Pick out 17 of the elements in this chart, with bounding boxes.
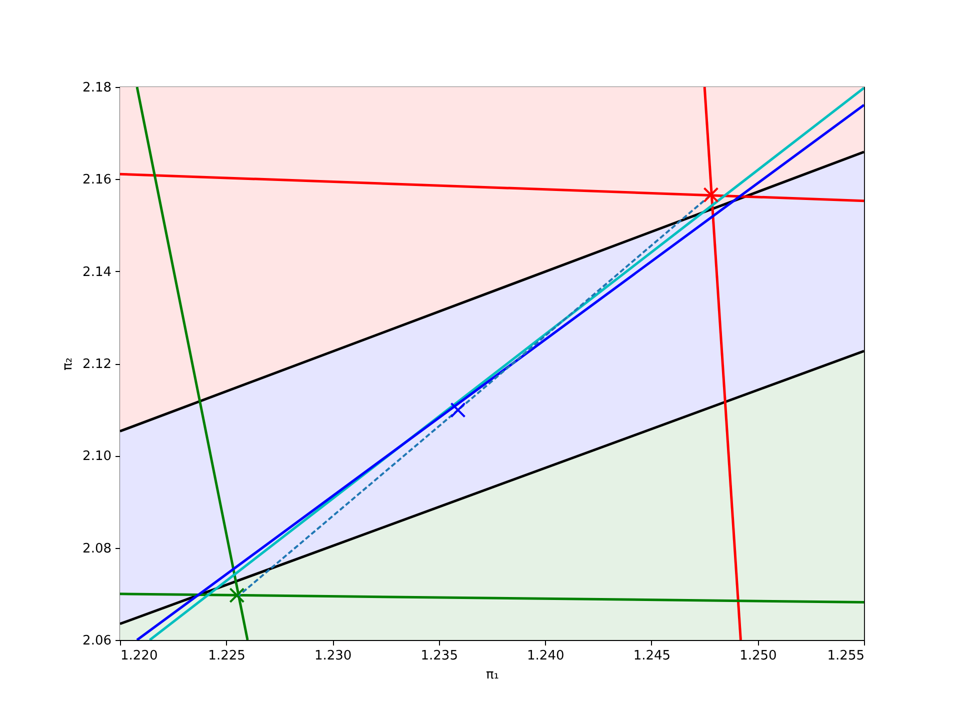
x-tick-label: 1.235	[420, 648, 458, 664]
x-tick-label: 1.225	[208, 648, 246, 664]
x-tick-label: 1.230	[314, 648, 352, 664]
x-tick-label: 1.240	[527, 648, 564, 664]
x-tick-label: 1.255	[827, 648, 864, 664]
y-tick-label: 2.14	[82, 264, 112, 280]
y-tick-label: 2.18	[82, 80, 112, 96]
y-tick-label: 2.16	[82, 172, 112, 188]
y-axis-title: π₂	[60, 357, 76, 371]
y-tick-label: 2.06	[82, 634, 112, 648]
x-tick-label: 1.250	[740, 648, 777, 664]
x-tick-label: 1.245	[633, 648, 671, 664]
x-tick-label: 1.220	[120, 648, 158, 664]
x-axis-title: π₁	[486, 668, 500, 682]
y-tick-label: 2.12	[82, 357, 112, 372]
y-tick-label: 2.10	[82, 449, 112, 464]
y-tick-label: 2.08	[82, 541, 112, 556]
